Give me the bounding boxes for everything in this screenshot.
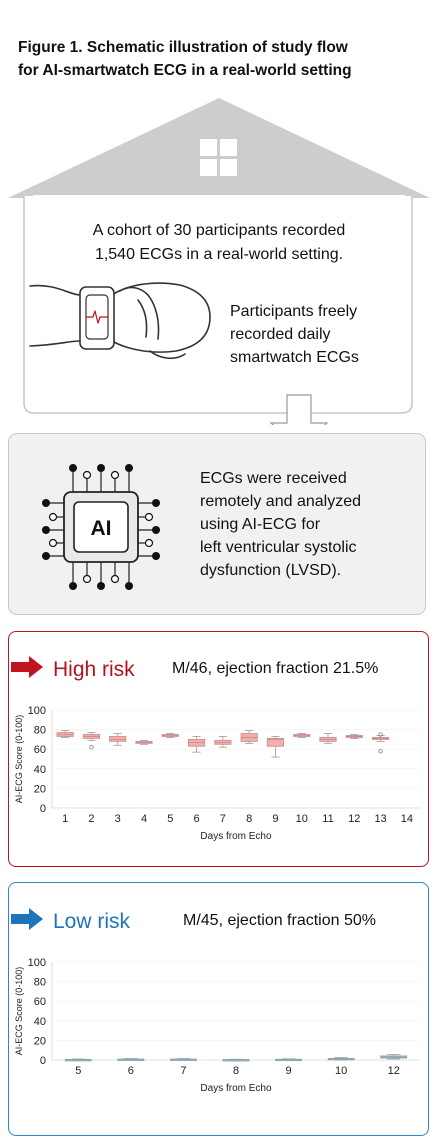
x-tick-label: 8	[246, 813, 252, 825]
y-tick-label: 100	[28, 705, 46, 717]
y-tick-label: 60	[34, 744, 46, 756]
processing-line4: left ventricular systolic	[200, 539, 357, 556]
x-tick-label: 3	[115, 813, 121, 825]
ai-chip-icon: AI	[42, 464, 160, 590]
smartwatch-hand-icon	[29, 282, 211, 360]
x-tick-label: 9	[272, 813, 278, 825]
y-tick-label: 40	[34, 764, 46, 776]
x-tick-label: 5	[75, 1065, 81, 1077]
processing-line3: using AI-ECG for	[200, 516, 321, 533]
y-tick-label: 100	[28, 957, 46, 969]
participants-line2: recorded daily	[230, 326, 331, 343]
y-axis-label: AI-ECG Score (0-100)	[14, 967, 24, 1056]
processing-line1: ECGs were received	[200, 470, 347, 487]
high-risk-label: High risk	[53, 658, 135, 681]
x-tick-label: 6	[194, 813, 200, 825]
x-tick-label: 5	[167, 813, 173, 825]
x-tick-label: 12	[348, 813, 360, 825]
low-risk-label: Low risk	[53, 910, 131, 933]
house-body	[23, 196, 413, 414]
low-risk-arrow-icon	[11, 908, 43, 930]
y-tick-label: 40	[34, 1016, 46, 1028]
x-tick-label: 14	[401, 813, 413, 825]
house-illustration	[8, 98, 430, 425]
y-tick-label: 20	[34, 783, 46, 795]
x-tick-label: 10	[335, 1065, 347, 1077]
window-icon	[200, 139, 237, 176]
cohort-line1: A cohort of 30 participants recorded	[92, 222, 346, 239]
x-tick-label: 11	[322, 813, 333, 825]
box	[109, 736, 127, 742]
participants-description: Participants freely recorded daily smart…	[230, 300, 400, 369]
x-tick-label: 9	[286, 1065, 292, 1077]
x-tick-label: 8	[233, 1065, 239, 1077]
participants-line3: smartwatch ECGs	[230, 349, 359, 366]
x-tick-label: 10	[296, 813, 308, 825]
x-tick-label: 7	[220, 813, 226, 825]
box	[266, 738, 284, 747]
participants-line1: Participants freely	[230, 303, 358, 320]
cohort-line2: 1,540 ECGs in a real-world setting.	[94, 246, 344, 263]
cohort-description: A cohort of 30 participants recorded 1,5…	[30, 219, 408, 267]
x-tick-label: 2	[88, 813, 94, 825]
box	[188, 739, 206, 747]
y-tick-label: 80	[34, 977, 46, 989]
x-axis-label: Days from Echo	[200, 1083, 272, 1094]
x-tick-label: 1	[62, 813, 68, 825]
x-axis-label: Days from Echo	[200, 831, 272, 842]
outlier-point	[378, 732, 383, 737]
figure-title-line2: for AI-smartwatch ECG in a real-world se…	[18, 62, 352, 79]
high-risk-info: M/46, ejection fraction 21.5%	[172, 660, 379, 677]
low-risk-panel	[8, 882, 429, 1136]
x-tick-label: 7	[180, 1065, 186, 1077]
figure-title: Figure 1. Schematic illustration of stud…	[18, 36, 428, 82]
y-tick-label: 0	[40, 803, 46, 815]
processing-line2: remotely and analyzed	[200, 493, 361, 510]
outlier-point	[378, 748, 383, 754]
y-axis-label: AI-ECG Score (0-100)	[14, 715, 24, 804]
processing-description: ECGs were received remotely and analyzed…	[200, 467, 410, 582]
outlier-point	[89, 745, 94, 750]
x-tick-label: 13	[374, 813, 386, 825]
x-tick-label: 6	[128, 1065, 134, 1077]
x-tick-label: 12	[388, 1065, 400, 1077]
low-risk-info: M/45, ejection fraction 50%	[183, 912, 376, 929]
chip-label: AI	[91, 517, 112, 540]
high-risk-arrow-icon	[11, 656, 43, 678]
down-arrow-icon	[269, 394, 329, 425]
processing-line5: dysfunction (LVSD).	[200, 562, 342, 579]
y-tick-label: 60	[34, 996, 46, 1008]
x-tick-label: 4	[141, 813, 147, 825]
figure-title-line1: Figure 1. Schematic illustration of stud…	[18, 39, 348, 56]
high-risk-chart: 0 20 40 60 80 100 AI-ECG Score (0-100) Days fro…	[14, 705, 420, 842]
y-tick-label: 0	[40, 1055, 46, 1067]
y-tick-label: 80	[34, 725, 46, 737]
low-risk-chart: 0 20 40 60 80 100 AI-ECG Score (0-100) Days fro…	[14, 957, 420, 1094]
y-tick-label: 20	[34, 1035, 46, 1047]
